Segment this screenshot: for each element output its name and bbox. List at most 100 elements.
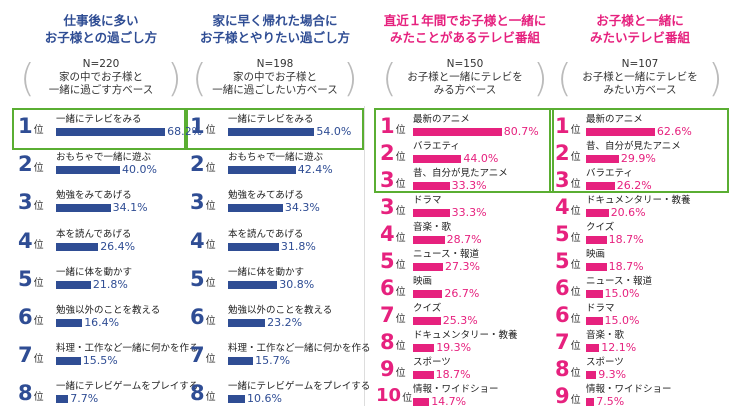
rank-suffix: 位 (395, 125, 406, 136)
top-rank-highlight-box (184, 108, 364, 151)
bar (228, 395, 245, 404)
rank-number: 3位 (380, 194, 406, 225)
chart-column-1: 仕事後に多い お子様との過ごし方() N=220 家の中でお子様と 一緒に過ごす方ベース… (12, 0, 202, 419)
bar-category-label: 情報・ワイドショー (586, 384, 672, 395)
rank-value: 3 (18, 190, 33, 215)
open-paren-icon: ( (382, 56, 397, 100)
ranking-row: 7位 料理・工作など一緒に何かを作る 15.5% (18, 341, 199, 375)
bar (56, 204, 111, 213)
bar-value-label: 14.7% (431, 395, 467, 408)
bar-value-label: 30.8% (279, 277, 315, 291)
bar-category-label: 一緒に体を動かす (228, 266, 305, 278)
rank-number: 4位 (190, 228, 216, 259)
rank-value: 3 (380, 168, 395, 192)
rank-value: 3 (555, 168, 570, 192)
ranking-row: 6位 ニュース・報道 15.0% (555, 274, 725, 308)
bar-value-label: 62.6% (656, 125, 692, 138)
bar-category-label: おもちゃで一緒に遊ぶ (228, 152, 324, 164)
bar-value-label: 15.7% (255, 354, 291, 368)
rank-number: 5位 (555, 248, 581, 279)
bar-value-label: 33.3% (451, 206, 487, 219)
ranking-row: 5位 映画 18.7% (555, 247, 725, 281)
ranking-row: 7位 音楽・歌 12.1% (555, 328, 725, 362)
ranking-row: 8位 ドキュメンタリー・教養 19.3% (380, 328, 550, 362)
bar-value-label: 40.0% (122, 163, 157, 177)
rank-number: 7位 (190, 342, 216, 373)
rank-number: 4位 (555, 194, 581, 225)
bar-category-label: バラエティ (413, 141, 460, 152)
bar-category-label: おもちゃで一緒に遊ぶ (56, 152, 152, 164)
sample-base-line: N=150 (446, 58, 484, 70)
rank-value: 1 (18, 114, 33, 138)
sample-base-line: みる方ベース (433, 84, 497, 96)
rank-number: 5位 (18, 266, 44, 297)
bar-value-label: 10.6% (247, 392, 282, 406)
sample-base-line: 家の中でお子様と (59, 71, 143, 83)
top-rank-highlight-box (12, 108, 188, 151)
bar-category-label: 本を読んであげる (228, 228, 304, 240)
rank-value: 5 (555, 222, 570, 246)
rank-value: 8 (190, 381, 205, 406)
rank-suffix: 位 (395, 206, 406, 217)
bar-category-label: 映画 (413, 276, 433, 287)
section-divider (364, 106, 365, 406)
bar-value-label: 9.3% (598, 368, 627, 381)
top-rank-highlight-box (374, 108, 554, 193)
bar-category-label: スポーツ (586, 357, 624, 368)
rank-number: 5位 (380, 248, 406, 279)
ranking-row: 1位 一緒にテレビをみる 68.2% (18, 112, 202, 146)
rank-number: 8位 (555, 356, 581, 387)
rank-number: 7位 (555, 329, 581, 360)
bar-category-label: 一緒にテレビをみる (56, 114, 142, 125)
rank-number: 9位 (555, 383, 581, 414)
rank-number: 1位 (190, 113, 216, 144)
rank-value: 6 (555, 303, 570, 327)
rank-value: 1 (380, 114, 395, 138)
rank-number: 1位 (380, 113, 406, 144)
sample-base-line: N=198 (256, 58, 294, 70)
close-paren-icon: ) (708, 56, 723, 100)
bar (56, 166, 120, 175)
chart-title-line: お子様とやりたい過ごし方 (199, 30, 350, 45)
ranking-row: 3位 バラエティ 26.2% (555, 166, 725, 200)
rank-number: 7位 (380, 302, 406, 333)
rank-suffix: 位 (205, 239, 216, 251)
bar-value-label: 23.2% (267, 316, 303, 329)
bar (413, 398, 430, 406)
bar-category-label: クイズ (413, 303, 442, 314)
rank-value: 7 (190, 343, 205, 368)
rank-suffix: 位 (402, 393, 413, 404)
bar (228, 166, 296, 175)
rank-suffix: 位 (33, 277, 44, 289)
bar-category-label: 勉強をみてあげる (56, 190, 132, 202)
rank-suffix: 位 (570, 125, 581, 136)
bar-value-label: 34.3% (284, 201, 320, 215)
bar (228, 319, 266, 327)
close-paren-icon: ) (343, 56, 358, 100)
bar-value-label: 18.7% (435, 368, 471, 381)
bar (413, 344, 435, 352)
bar-value-label: 18.7% (608, 260, 644, 273)
bar (586, 263, 607, 271)
sample-base-line: お子様と一緒にテレビを (582, 71, 698, 83)
rank-number: 6位 (190, 304, 216, 335)
bar-value-label: 26.7% (444, 287, 480, 300)
bar (228, 128, 315, 136)
rank-suffix: 位 (570, 206, 581, 217)
chart-column-3: 直近１年間でお子様と一緒に みたことがあるテレビ番組() N=150 お子様と一緒にテ… (374, 0, 554, 419)
rank-value: 2 (555, 141, 570, 165)
close-paren-icon: ) (533, 56, 548, 100)
bar (586, 209, 609, 217)
open-paren-icon: ( (557, 56, 572, 100)
chart-title-line: お子様と一緒に (596, 13, 684, 28)
open-paren-icon: ( (20, 56, 35, 100)
bar (413, 155, 462, 163)
rank-value: 4 (190, 228, 205, 253)
rank-number: 8位 (190, 380, 216, 411)
rank-suffix: 位 (395, 341, 406, 352)
bar (413, 236, 445, 244)
rank-value: 6 (18, 305, 33, 329)
chart-title-line: お子様との過ごし方 (44, 30, 158, 45)
bar-value-label: 25.3% (442, 314, 478, 327)
